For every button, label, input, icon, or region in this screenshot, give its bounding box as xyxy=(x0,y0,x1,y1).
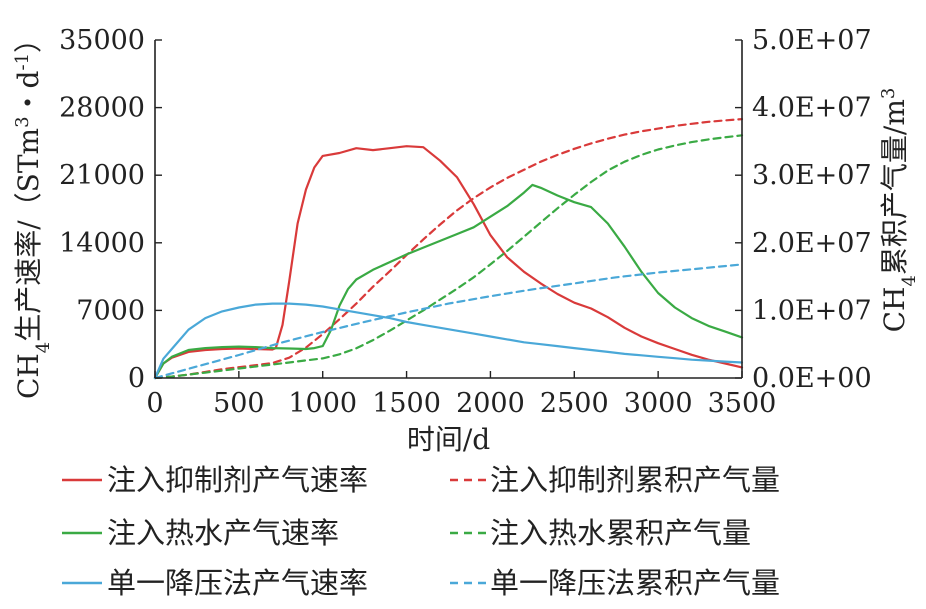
series-line-2 xyxy=(153,183,744,380)
series-line-4 xyxy=(153,302,744,380)
y-left-tick-label: 35000 xyxy=(59,25,145,56)
y-right-tick-label: 2.0E+07 xyxy=(752,228,872,259)
y-right-tick-label: 0.0E+00 xyxy=(752,363,872,394)
axes-layer: 0 500 1000 1500 2000 2500 3000 3500070001400021… xyxy=(12,25,920,456)
legend-label-5: 单一降压法累积产气量 xyxy=(490,566,780,600)
x-axis-title: 时间/d xyxy=(407,423,490,456)
y-left-tick-label: 21000 xyxy=(59,160,145,191)
series-line-5 xyxy=(153,263,744,380)
x-tick-label: 1500 xyxy=(372,388,441,419)
legend-label-4: 单一降压法产气速率 xyxy=(107,566,368,600)
x-tick-label: 2000 xyxy=(456,388,525,419)
y-left-tick-label: 14000 xyxy=(59,228,145,259)
y-right-tick-label: 3.0E+07 xyxy=(752,160,872,191)
series-line-3 xyxy=(153,134,744,380)
y-left-tick-label: 7000 xyxy=(76,295,145,326)
series-line-0 xyxy=(153,145,744,380)
x-tick-label: 3000 xyxy=(624,388,693,419)
x-tick-label: 2500 xyxy=(540,388,609,419)
y-right-tick-label: 1.0E+07 xyxy=(752,295,872,326)
legend-label-1: 注入抑制剂累积产气量 xyxy=(490,463,780,497)
x-tick-label: 1000 xyxy=(288,388,357,419)
x-tick-label: 0 xyxy=(146,388,163,419)
legend-label-3: 注入热水累积产气量 xyxy=(490,516,751,550)
legend-label-2: 注入热水产气速率 xyxy=(107,516,339,550)
series-layer xyxy=(153,118,744,380)
series-line-1 xyxy=(153,118,744,380)
y-right-tick-label: 5.0E+07 xyxy=(752,25,872,56)
y-left-tick-label: 0 xyxy=(128,363,145,394)
y-right-tick-label: 4.0E+07 xyxy=(752,93,872,124)
x-tick-label: 500 xyxy=(213,388,265,419)
y-axis-right-title: CH4累积产气量/m3 xyxy=(878,88,920,333)
x-tick-label: 3500 xyxy=(708,388,777,419)
y-left-tick-label: 28000 xyxy=(59,93,145,124)
y-axis-left-title: CH4生产速率/（STm3・d-1） xyxy=(12,25,54,399)
legend-label-0: 注入抑制剂产气速率 xyxy=(107,463,368,497)
